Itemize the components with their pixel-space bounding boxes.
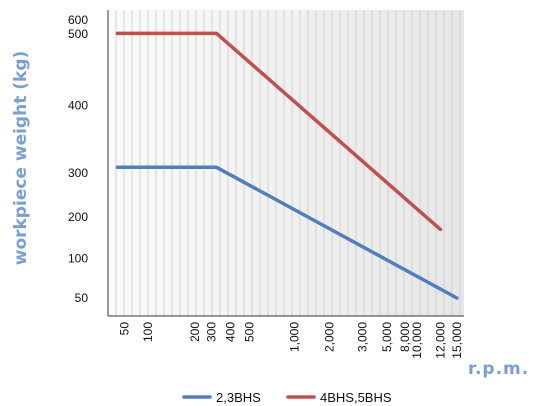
x-tick-label: 1,000 <box>287 322 301 352</box>
x-tick-label: 15,000 <box>450 322 464 359</box>
y-axis-title: workpiece weight (kg) <box>11 51 31 266</box>
y-tick-label: 200 <box>68 210 88 224</box>
plot-background <box>108 10 464 316</box>
x-tick-label: 300 <box>205 322 219 342</box>
x-tick-label: 400 <box>224 322 238 342</box>
y-tick-label: 400 <box>68 99 88 113</box>
legend: 2,3BHS 4BHS,5BHS <box>182 390 392 405</box>
x-tick-label: 12,000 <box>433 322 447 359</box>
x-tick-label: 10,000 <box>410 322 424 359</box>
grid-lines <box>115 10 461 316</box>
x-tick-label: 100 <box>141 322 155 342</box>
series-line-1 <box>115 165 459 300</box>
x-tick-label: 2,000 <box>323 322 337 352</box>
x-tick-label: 200 <box>188 322 202 342</box>
y-tick-label: 100 <box>68 252 88 266</box>
y-tick-label: 600 <box>68 13 88 27</box>
x-tick-label: 50 <box>118 322 132 336</box>
x-tick-label: 5,000 <box>380 322 394 352</box>
y-tick-label: 50 <box>75 291 89 305</box>
x-axis-title: r.p.m. <box>468 359 529 379</box>
series-lines <box>115 31 459 300</box>
legend-label-1: 2,3BHS <box>216 390 261 405</box>
series-line-2 <box>115 31 443 232</box>
x-tick-labels: 50 100 200 300 400 500 1,000 2,000 3,000 5,000 8,0… <box>118 322 464 359</box>
axes <box>107 10 464 317</box>
x-tick-label: 500 <box>242 322 256 342</box>
y-tick-label: 300 <box>68 166 88 180</box>
legend-label-2: 4BHS,5BHS <box>320 390 392 405</box>
y-tick-label: 500 <box>68 27 88 41</box>
x-tick-label: 3,000 <box>356 322 370 352</box>
x-tick-label: 8,000 <box>398 322 412 352</box>
